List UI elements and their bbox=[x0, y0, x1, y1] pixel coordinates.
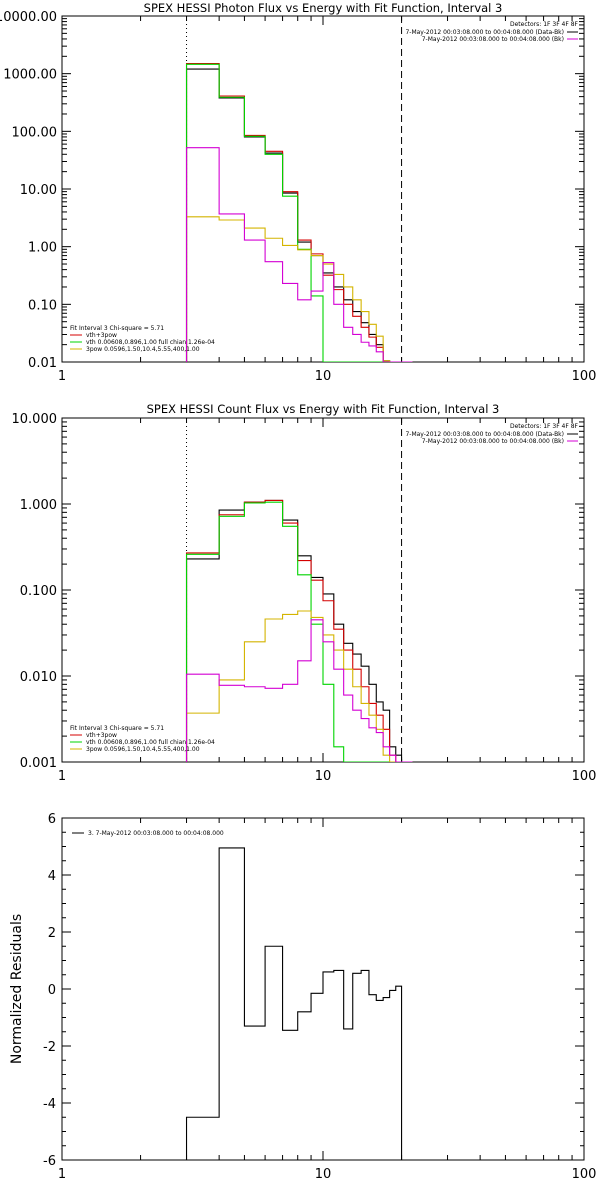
y-tick-label: 6 bbox=[48, 812, 56, 827]
legend-residuals: 3. 7-May-2012 00:03:08.000 to 00:04:08.0… bbox=[72, 830, 224, 837]
legend-detectors: Detectors: 1F 3F 4F 8F bbox=[510, 21, 579, 28]
y-tick-label: 2 bbox=[48, 926, 56, 941]
x-tick-label: 100 bbox=[572, 769, 597, 784]
series-3pow bbox=[185, 216, 413, 362]
legend-entry-label: 7-May-2012 00:03:08.000 to 00:04:08.000 … bbox=[405, 431, 564, 438]
legend-entry-label: 7-May-2012 00:03:08.000 to 00:04:08.000 … bbox=[405, 29, 564, 36]
plot-area bbox=[185, 62, 413, 362]
legend-entry-label: 3pow 0.0596,1.50,10.4,5.55,400,1.00 bbox=[86, 346, 200, 353]
legend-entry-label: 3pow 0.0596,1.50,10.4,5.55,400,1.00 bbox=[86, 746, 200, 753]
x-tick-label: 1 bbox=[58, 769, 66, 784]
y-tick-label: 100.00 bbox=[12, 125, 58, 140]
y-axis-label: Normalized Residuals bbox=[9, 914, 25, 1064]
plot-area bbox=[185, 847, 403, 1160]
legend-entry-label: vth 0.00608,0.896,1.00 full chian 1.26e-… bbox=[86, 739, 215, 746]
legend-bottom-left: Fit Interval 3 Chi-square = 5.71vth+3pow… bbox=[70, 725, 215, 753]
series-bk bbox=[185, 147, 413, 362]
series-vth bbox=[185, 63, 413, 362]
legend-top-right: Detectors: 1F 3F 4F 8F7-May-2012 00:03:0… bbox=[405, 21, 578, 43]
x-tick-label: 10 bbox=[315, 1167, 332, 1182]
x-tick-label: 100 bbox=[572, 1167, 597, 1182]
series-residuals bbox=[185, 847, 403, 1160]
legend-entry-label: 7-May-2012 00:03:08.000 to 00:04:08.000 … bbox=[422, 36, 564, 43]
series-bk bbox=[185, 619, 413, 762]
x-tick-label: 100 bbox=[572, 369, 597, 384]
y-tick-label: 0.100 bbox=[20, 584, 57, 599]
y-tick-label: 10000.00 bbox=[0, 10, 57, 25]
y-tick-label: -6 bbox=[43, 1154, 56, 1169]
y-tick-label: 1.00 bbox=[28, 241, 57, 256]
legend-header: Fit Interval 3 Chi-square = 5.71 bbox=[70, 725, 164, 732]
series-vth-3pow bbox=[185, 62, 413, 362]
y-tick-label: 0.010 bbox=[20, 670, 57, 685]
x-tick-label: 10 bbox=[315, 769, 332, 784]
legend-entry-label: 3. 7-May-2012 00:03:08.000 to 00:04:08.0… bbox=[88, 830, 224, 837]
plot-area bbox=[185, 499, 413, 762]
chart-panel-1: SPEX HESSI Photon Flux vs Energy with Fi… bbox=[0, 1, 596, 384]
y-tick-label: 1.000 bbox=[20, 498, 57, 513]
y-tick-label: 10.000 bbox=[12, 412, 58, 427]
chart-title: SPEX HESSI Count Flux vs Energy with Fit… bbox=[147, 402, 500, 416]
legend-entry-label: vth 0.00608,0.896,1.00 full chian 1.26e-… bbox=[86, 339, 215, 346]
legend-top-right: Detectors: 1F 3F 4F 8F7-May-2012 00:03:0… bbox=[405, 423, 578, 445]
legend-bottom-left: Fit Interval 3 Chi-square = 5.71vth+3pow… bbox=[70, 325, 215, 353]
series-vth bbox=[185, 501, 413, 762]
y-tick-label: -4 bbox=[43, 1097, 56, 1112]
series-3pow bbox=[185, 610, 413, 762]
legend-entry-label: vth+3pow bbox=[86, 732, 117, 739]
chart-panel-2: SPEX HESSI Count Flux vs Energy with Fit… bbox=[12, 402, 597, 784]
x-tick-label: 1 bbox=[58, 369, 66, 384]
y-tick-label: 0 bbox=[48, 983, 56, 998]
x-tick-label: 1 bbox=[58, 1167, 66, 1182]
series-data-bk bbox=[185, 499, 413, 762]
legend-entry-label: vth+3pow bbox=[86, 332, 117, 339]
legend-detectors: Detectors: 1F 3F 4F 8F bbox=[510, 423, 579, 430]
y-tick-label: 10.00 bbox=[20, 183, 57, 198]
legend-header: Fit Interval 3 Chi-square = 5.71 bbox=[70, 325, 164, 332]
y-tick-label: 0.10 bbox=[28, 298, 57, 313]
y-tick-label: 4 bbox=[48, 869, 56, 884]
x-tick-label: 10 bbox=[315, 369, 332, 384]
series-data-bk bbox=[185, 68, 413, 362]
chart-title: SPEX HESSI Photon Flux vs Energy with Fi… bbox=[144, 1, 503, 15]
series-vth-3pow bbox=[185, 499, 413, 762]
legend-entry-label: 7-May-2012 00:03:08.000 to 00:04:08.000 … bbox=[422, 438, 564, 445]
y-tick-label: 0.01 bbox=[28, 356, 57, 371]
y-tick-label: 0.001 bbox=[20, 756, 57, 771]
y-tick-label: -2 bbox=[43, 1040, 56, 1055]
y-tick-label: 1000.00 bbox=[3, 68, 57, 83]
chart-panel-3: 1 10 100 -6 -4 -2 0 2 4 6 Normalized Residuals 3. 7… bbox=[9, 812, 596, 1182]
